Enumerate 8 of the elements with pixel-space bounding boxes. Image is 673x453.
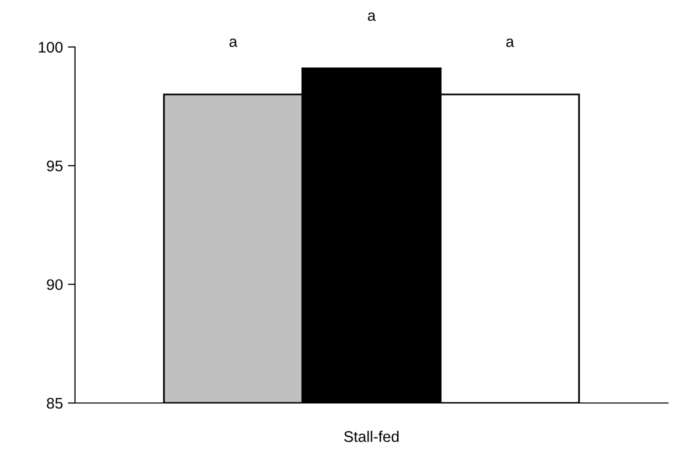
- y-tick-label: 85: [46, 398, 63, 409]
- y-tick-label: 90: [46, 279, 63, 290]
- x-tick-label: Stall-fed: [344, 430, 399, 442]
- y-tick-label: 95: [46, 160, 63, 172]
- y-tick-label: 100: [38, 42, 63, 53]
- text: a: [368, 12, 376, 21]
- annotation: a: [506, 38, 514, 47]
- annotation: a: [230, 38, 238, 47]
